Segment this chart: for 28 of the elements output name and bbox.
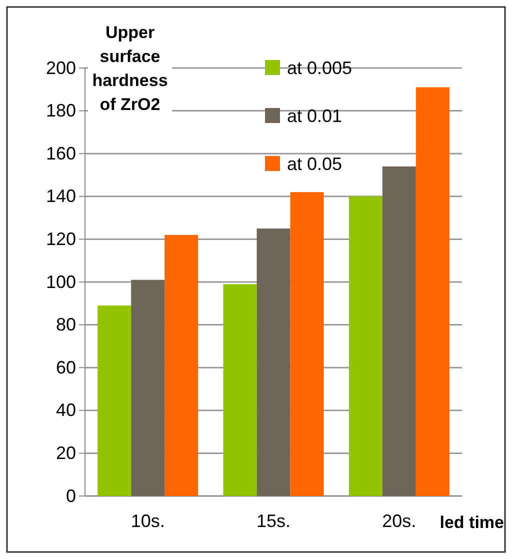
bar	[98, 306, 132, 496]
x-axis-title: led time	[440, 513, 504, 532]
y-tick-label: 100	[46, 272, 76, 292]
bar	[290, 192, 324, 496]
x-tick-label: 10s.	[130, 510, 165, 531]
y-tick-label: 120	[46, 228, 76, 249]
y-tick-label: 40	[56, 400, 76, 420]
y-axis-title: Upper surface hardness of ZrO2	[92, 23, 168, 114]
y-tick-label: 180	[46, 100, 76, 121]
bar	[164, 234, 198, 496]
bar	[131, 280, 165, 496]
x-tick-label: 20s.	[382, 510, 416, 531]
x-tick-label: 15s.	[256, 510, 291, 531]
bar	[382, 166, 416, 496]
bar	[223, 284, 257, 496]
bar	[348, 196, 382, 496]
y-tick-label: 80	[56, 314, 76, 335]
y-tick-label: 20	[56, 442, 76, 463]
legend-label: at 0.01	[287, 106, 342, 126]
legend-label: at 0.005	[287, 58, 352, 78]
y-tick-label: 200	[46, 58, 76, 78]
y-tick-label: 60	[56, 357, 76, 378]
y-tick-label: 160	[46, 143, 76, 164]
y-tick-label: 140	[46, 186, 76, 206]
bar	[416, 87, 450, 496]
bar	[256, 228, 290, 496]
legend-label: at 0.05	[287, 154, 342, 174]
y-tick-label: 0	[66, 486, 76, 506]
